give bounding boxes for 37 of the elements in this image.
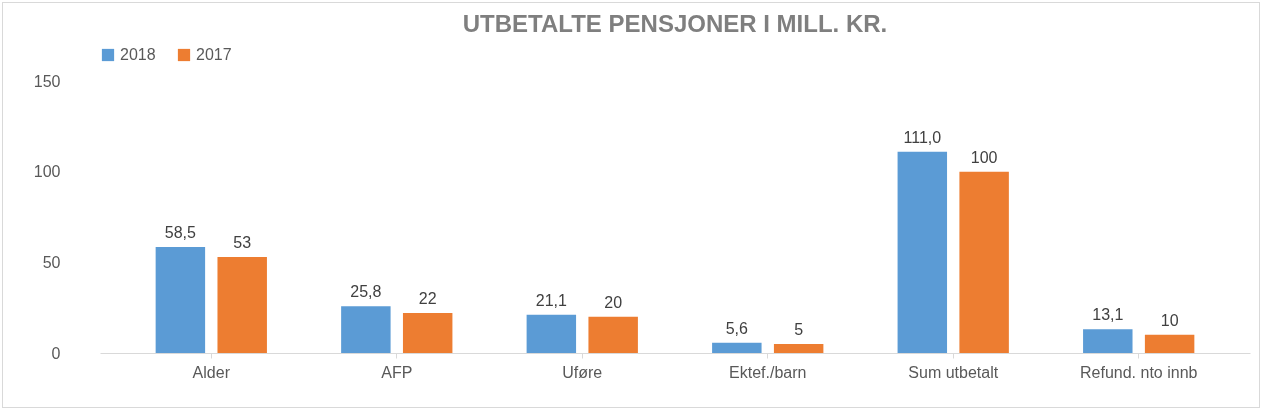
bar xyxy=(217,256,267,353)
bar xyxy=(526,314,577,353)
data-label: 58,5 xyxy=(164,223,197,241)
data-label: 21,1 xyxy=(535,291,568,309)
y-tick-label: 150 xyxy=(33,72,61,90)
data-label: 5 xyxy=(794,320,804,338)
legend-label: 2018 xyxy=(120,46,156,63)
bar xyxy=(402,313,453,353)
bar xyxy=(773,343,824,353)
y-tick-label: 50 xyxy=(42,253,61,271)
data-label: 100 xyxy=(970,148,998,166)
data-label: 111,0 xyxy=(903,128,942,146)
bar xyxy=(588,316,638,353)
bar xyxy=(1144,334,1195,353)
x-tick-label: Alder xyxy=(192,363,231,381)
data-label: 53 xyxy=(233,233,252,251)
y-tick-label: 0 xyxy=(51,344,61,362)
bar xyxy=(959,171,1009,353)
x-tick-label: Ektef./barn xyxy=(729,363,807,381)
bar xyxy=(712,342,762,353)
data-label: 25,8 xyxy=(350,283,382,301)
x-tick-label: AFP xyxy=(381,363,413,381)
x-tick-label: Sum utbetalt xyxy=(908,363,999,381)
chart-title: UTBETALTE PENSJONER I MILL. KR. xyxy=(462,10,888,37)
bar xyxy=(897,151,948,353)
data-label: 22 xyxy=(418,290,437,308)
x-tick-label: Refund. nto innb xyxy=(1080,363,1198,381)
data-label: 5,6 xyxy=(725,319,749,337)
x-tick-label: Uføre xyxy=(562,363,603,381)
bar xyxy=(341,306,391,353)
bar xyxy=(1083,329,1133,353)
bar xyxy=(155,246,206,353)
data-label: 13,1 xyxy=(1092,306,1124,324)
legend-label: 2017 xyxy=(196,46,232,63)
y-tick-label: 100 xyxy=(33,163,61,181)
data-label: 20 xyxy=(604,293,623,311)
data-label: 10 xyxy=(1160,311,1179,329)
